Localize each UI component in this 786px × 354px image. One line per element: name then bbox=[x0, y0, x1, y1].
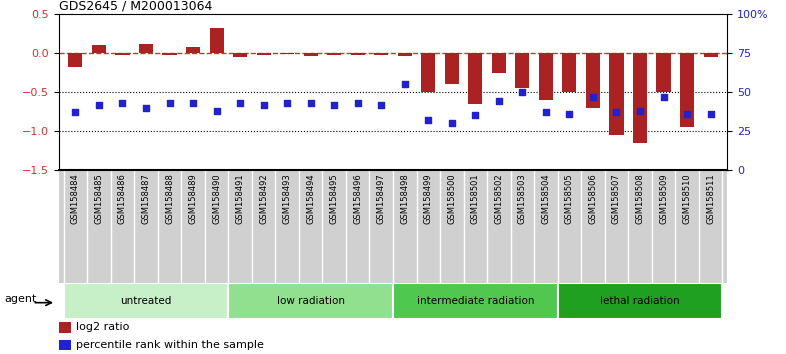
Point bbox=[328, 102, 340, 107]
Text: untreated: untreated bbox=[120, 296, 171, 306]
Text: GSM158484: GSM158484 bbox=[71, 173, 80, 224]
Bar bbox=[163, 53, 177, 55]
Bar bbox=[64, 283, 228, 319]
Bar bbox=[492, 53, 506, 73]
Text: GSM158497: GSM158497 bbox=[376, 173, 386, 224]
Text: GSM158508: GSM158508 bbox=[636, 173, 645, 224]
Text: agent: agent bbox=[5, 294, 37, 304]
Point bbox=[351, 100, 364, 106]
Text: GSM158490: GSM158490 bbox=[212, 173, 221, 224]
Text: GSM158496: GSM158496 bbox=[353, 173, 362, 224]
Point bbox=[681, 111, 693, 117]
Bar bbox=[558, 283, 722, 319]
Text: GSM158493: GSM158493 bbox=[283, 173, 292, 224]
Point bbox=[516, 89, 529, 95]
Text: GSM158509: GSM158509 bbox=[659, 173, 668, 224]
Text: log2 ratio: log2 ratio bbox=[75, 322, 129, 332]
Point bbox=[704, 111, 717, 117]
Text: GSM158486: GSM158486 bbox=[118, 173, 127, 224]
Bar bbox=[468, 53, 483, 104]
Text: GSM158510: GSM158510 bbox=[682, 173, 692, 224]
Bar bbox=[210, 28, 224, 53]
Bar bbox=[562, 53, 576, 92]
Text: GSM158491: GSM158491 bbox=[236, 173, 244, 224]
Text: GSM158488: GSM158488 bbox=[165, 173, 174, 224]
Bar bbox=[351, 53, 365, 56]
Point bbox=[469, 113, 482, 118]
Point bbox=[586, 94, 599, 99]
Text: GSM158498: GSM158498 bbox=[400, 173, 410, 224]
Point bbox=[540, 109, 553, 115]
Point bbox=[657, 94, 670, 99]
Bar bbox=[139, 44, 153, 53]
Point bbox=[211, 108, 223, 114]
Point bbox=[610, 109, 623, 115]
Bar bbox=[703, 53, 718, 57]
Point bbox=[116, 100, 129, 106]
Point bbox=[375, 102, 387, 107]
Point bbox=[233, 100, 246, 106]
Text: GSM158489: GSM158489 bbox=[189, 173, 197, 224]
Text: GSM158492: GSM158492 bbox=[259, 173, 268, 224]
Text: GSM158494: GSM158494 bbox=[307, 173, 315, 224]
Bar bbox=[92, 45, 106, 53]
Bar bbox=[680, 53, 694, 127]
Point bbox=[304, 100, 317, 106]
Bar bbox=[303, 53, 318, 56]
Text: intermediate radiation: intermediate radiation bbox=[417, 296, 534, 306]
Bar bbox=[516, 53, 530, 88]
Bar bbox=[228, 283, 393, 319]
Bar bbox=[398, 53, 412, 56]
Text: lethal radiation: lethal radiation bbox=[601, 296, 680, 306]
Point bbox=[399, 81, 411, 87]
Point bbox=[163, 100, 176, 106]
Bar bbox=[186, 47, 200, 53]
Bar bbox=[609, 53, 623, 135]
Text: GSM158502: GSM158502 bbox=[494, 173, 503, 224]
Text: GSM158507: GSM158507 bbox=[612, 173, 621, 224]
Bar bbox=[374, 53, 388, 55]
Point bbox=[563, 111, 575, 117]
Bar bbox=[421, 53, 435, 92]
Text: GSM158495: GSM158495 bbox=[329, 173, 339, 224]
Bar bbox=[280, 53, 294, 54]
Point bbox=[257, 102, 270, 107]
Text: low radiation: low radiation bbox=[277, 296, 345, 306]
Bar bbox=[393, 283, 558, 319]
Point bbox=[446, 120, 458, 126]
Point bbox=[93, 102, 105, 107]
Point bbox=[493, 98, 505, 104]
Bar bbox=[233, 53, 247, 57]
Text: GDS2645 / M200013064: GDS2645 / M200013064 bbox=[59, 0, 212, 13]
Text: GSM158511: GSM158511 bbox=[706, 173, 715, 224]
Bar bbox=[59, 322, 71, 333]
Bar bbox=[116, 53, 130, 56]
Bar bbox=[586, 53, 600, 108]
Point bbox=[69, 109, 82, 115]
Text: GSM158499: GSM158499 bbox=[424, 173, 433, 224]
Text: GSM158503: GSM158503 bbox=[518, 173, 527, 224]
Text: GSM158505: GSM158505 bbox=[565, 173, 574, 224]
Bar bbox=[633, 53, 647, 143]
Point bbox=[187, 100, 200, 106]
Bar bbox=[656, 53, 670, 92]
Text: GSM158501: GSM158501 bbox=[471, 173, 479, 224]
Point bbox=[140, 105, 152, 110]
Text: GSM158500: GSM158500 bbox=[447, 173, 457, 224]
Point bbox=[634, 108, 646, 114]
Bar bbox=[59, 340, 71, 350]
Text: GSM158485: GSM158485 bbox=[94, 173, 104, 224]
Text: GSM158504: GSM158504 bbox=[542, 173, 550, 224]
Text: GSM158487: GSM158487 bbox=[141, 173, 150, 224]
Text: percentile rank within the sample: percentile rank within the sample bbox=[75, 340, 263, 350]
Bar bbox=[68, 53, 83, 67]
Bar bbox=[445, 53, 459, 84]
Bar bbox=[256, 53, 270, 56]
Bar bbox=[539, 53, 553, 100]
Bar bbox=[327, 53, 341, 56]
Point bbox=[281, 100, 293, 106]
Text: GSM158506: GSM158506 bbox=[589, 173, 597, 224]
Point bbox=[422, 117, 435, 123]
